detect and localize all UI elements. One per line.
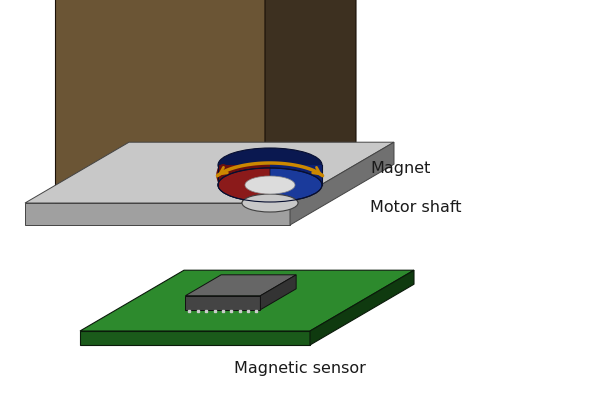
Polygon shape (80, 270, 414, 331)
Ellipse shape (216, 164, 230, 186)
Polygon shape (260, 275, 296, 310)
Polygon shape (242, 185, 298, 203)
Polygon shape (80, 331, 310, 345)
Ellipse shape (242, 194, 298, 212)
Polygon shape (310, 270, 414, 345)
Polygon shape (242, 185, 256, 203)
Polygon shape (185, 296, 260, 310)
Polygon shape (185, 275, 296, 296)
Text: Magnetic sensor: Magnetic sensor (234, 360, 366, 376)
Polygon shape (272, 185, 284, 203)
Ellipse shape (245, 176, 295, 194)
Text: Motor shaft: Motor shaft (370, 200, 461, 216)
Polygon shape (218, 168, 270, 202)
Ellipse shape (218, 148, 322, 182)
Polygon shape (270, 165, 322, 185)
Ellipse shape (248, 178, 292, 192)
Polygon shape (290, 142, 394, 225)
Polygon shape (218, 165, 270, 185)
Polygon shape (25, 203, 290, 225)
Text: Magnet: Magnet (370, 160, 430, 176)
Polygon shape (55, 0, 265, 205)
Polygon shape (265, 0, 356, 205)
Ellipse shape (218, 168, 322, 202)
Polygon shape (25, 142, 394, 203)
